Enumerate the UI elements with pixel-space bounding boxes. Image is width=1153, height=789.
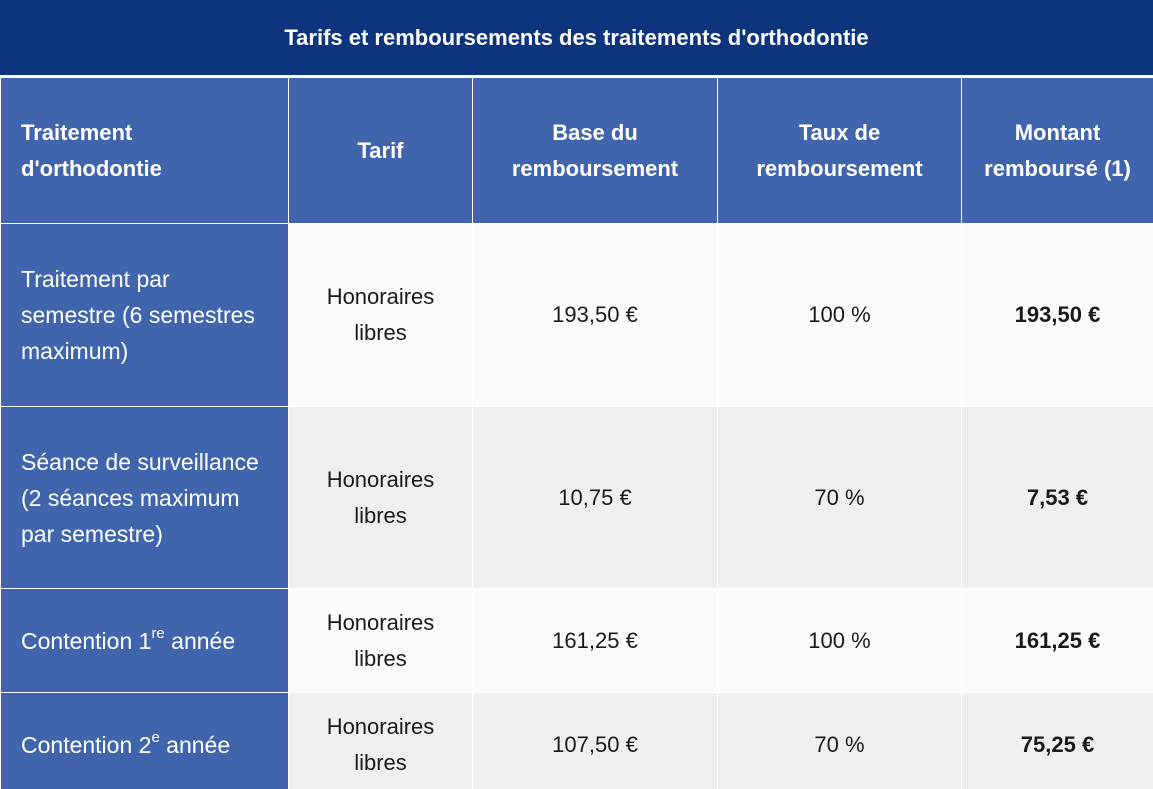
header-row: Traitement d'orthodontie Tarif Base du r… [0,77,1153,224]
row-label-prefix: Contention 2 [21,731,152,758]
row-label-prefix: Contention 1 [21,627,152,654]
table-row: Séance de surveillance (2 séances maximu… [0,406,1153,589]
header-base: Base du remboursement [472,77,718,224]
row-label: Traitement par semestre (6 semestres max… [0,223,289,407]
row-montant: 75,25 € [961,692,1153,789]
row-tarif: Honoraires libres [288,692,473,789]
row-montant: 161,25 € [961,588,1153,693]
header-tarif: Tarif [288,77,473,224]
table-title: Tarifs et remboursements des traitements… [0,0,1153,77]
row-base: 10,75 € [472,406,718,589]
row-tarif: Honoraires libres [288,223,473,407]
table-row: Contention 1re année Honoraires libres 1… [0,588,1153,693]
row-label-suffix: année [159,731,231,758]
row-taux: 100 % [717,223,962,407]
row-label: Séance de surveillance (2 séances maximu… [0,406,289,589]
row-montant: 193,50 € [961,223,1153,407]
row-montant: 7,53 € [961,406,1153,589]
reimbursement-table: Traitement d'orthodontie Tarif Base du r… [0,77,1153,789]
row-base: 107,50 € [472,692,718,789]
row-base: 193,50 € [472,223,718,407]
row-tarif: Honoraires libres [288,406,473,589]
row-taux: 70 % [717,406,962,589]
header-taux: Taux de remboursement [717,77,962,224]
row-label-suffix: année [164,627,236,654]
row-taux: 70 % [717,692,962,789]
row-label-sup: e [151,728,160,746]
row-label-sup: re [151,624,165,642]
table-row: Traitement par semestre (6 semestres max… [0,223,1153,407]
header-montant: Montant remboursé (1) [961,77,1153,224]
header-treatment: Traitement d'orthodontie [0,77,289,224]
row-label: Contention 1re année [0,588,289,693]
table-row: Contention 2e année Honoraires libres 10… [0,692,1153,789]
row-tarif: Honoraires libres [288,588,473,693]
row-taux: 100 % [717,588,962,693]
row-base: 161,25 € [472,588,718,693]
row-label: Contention 2e année [0,692,289,789]
